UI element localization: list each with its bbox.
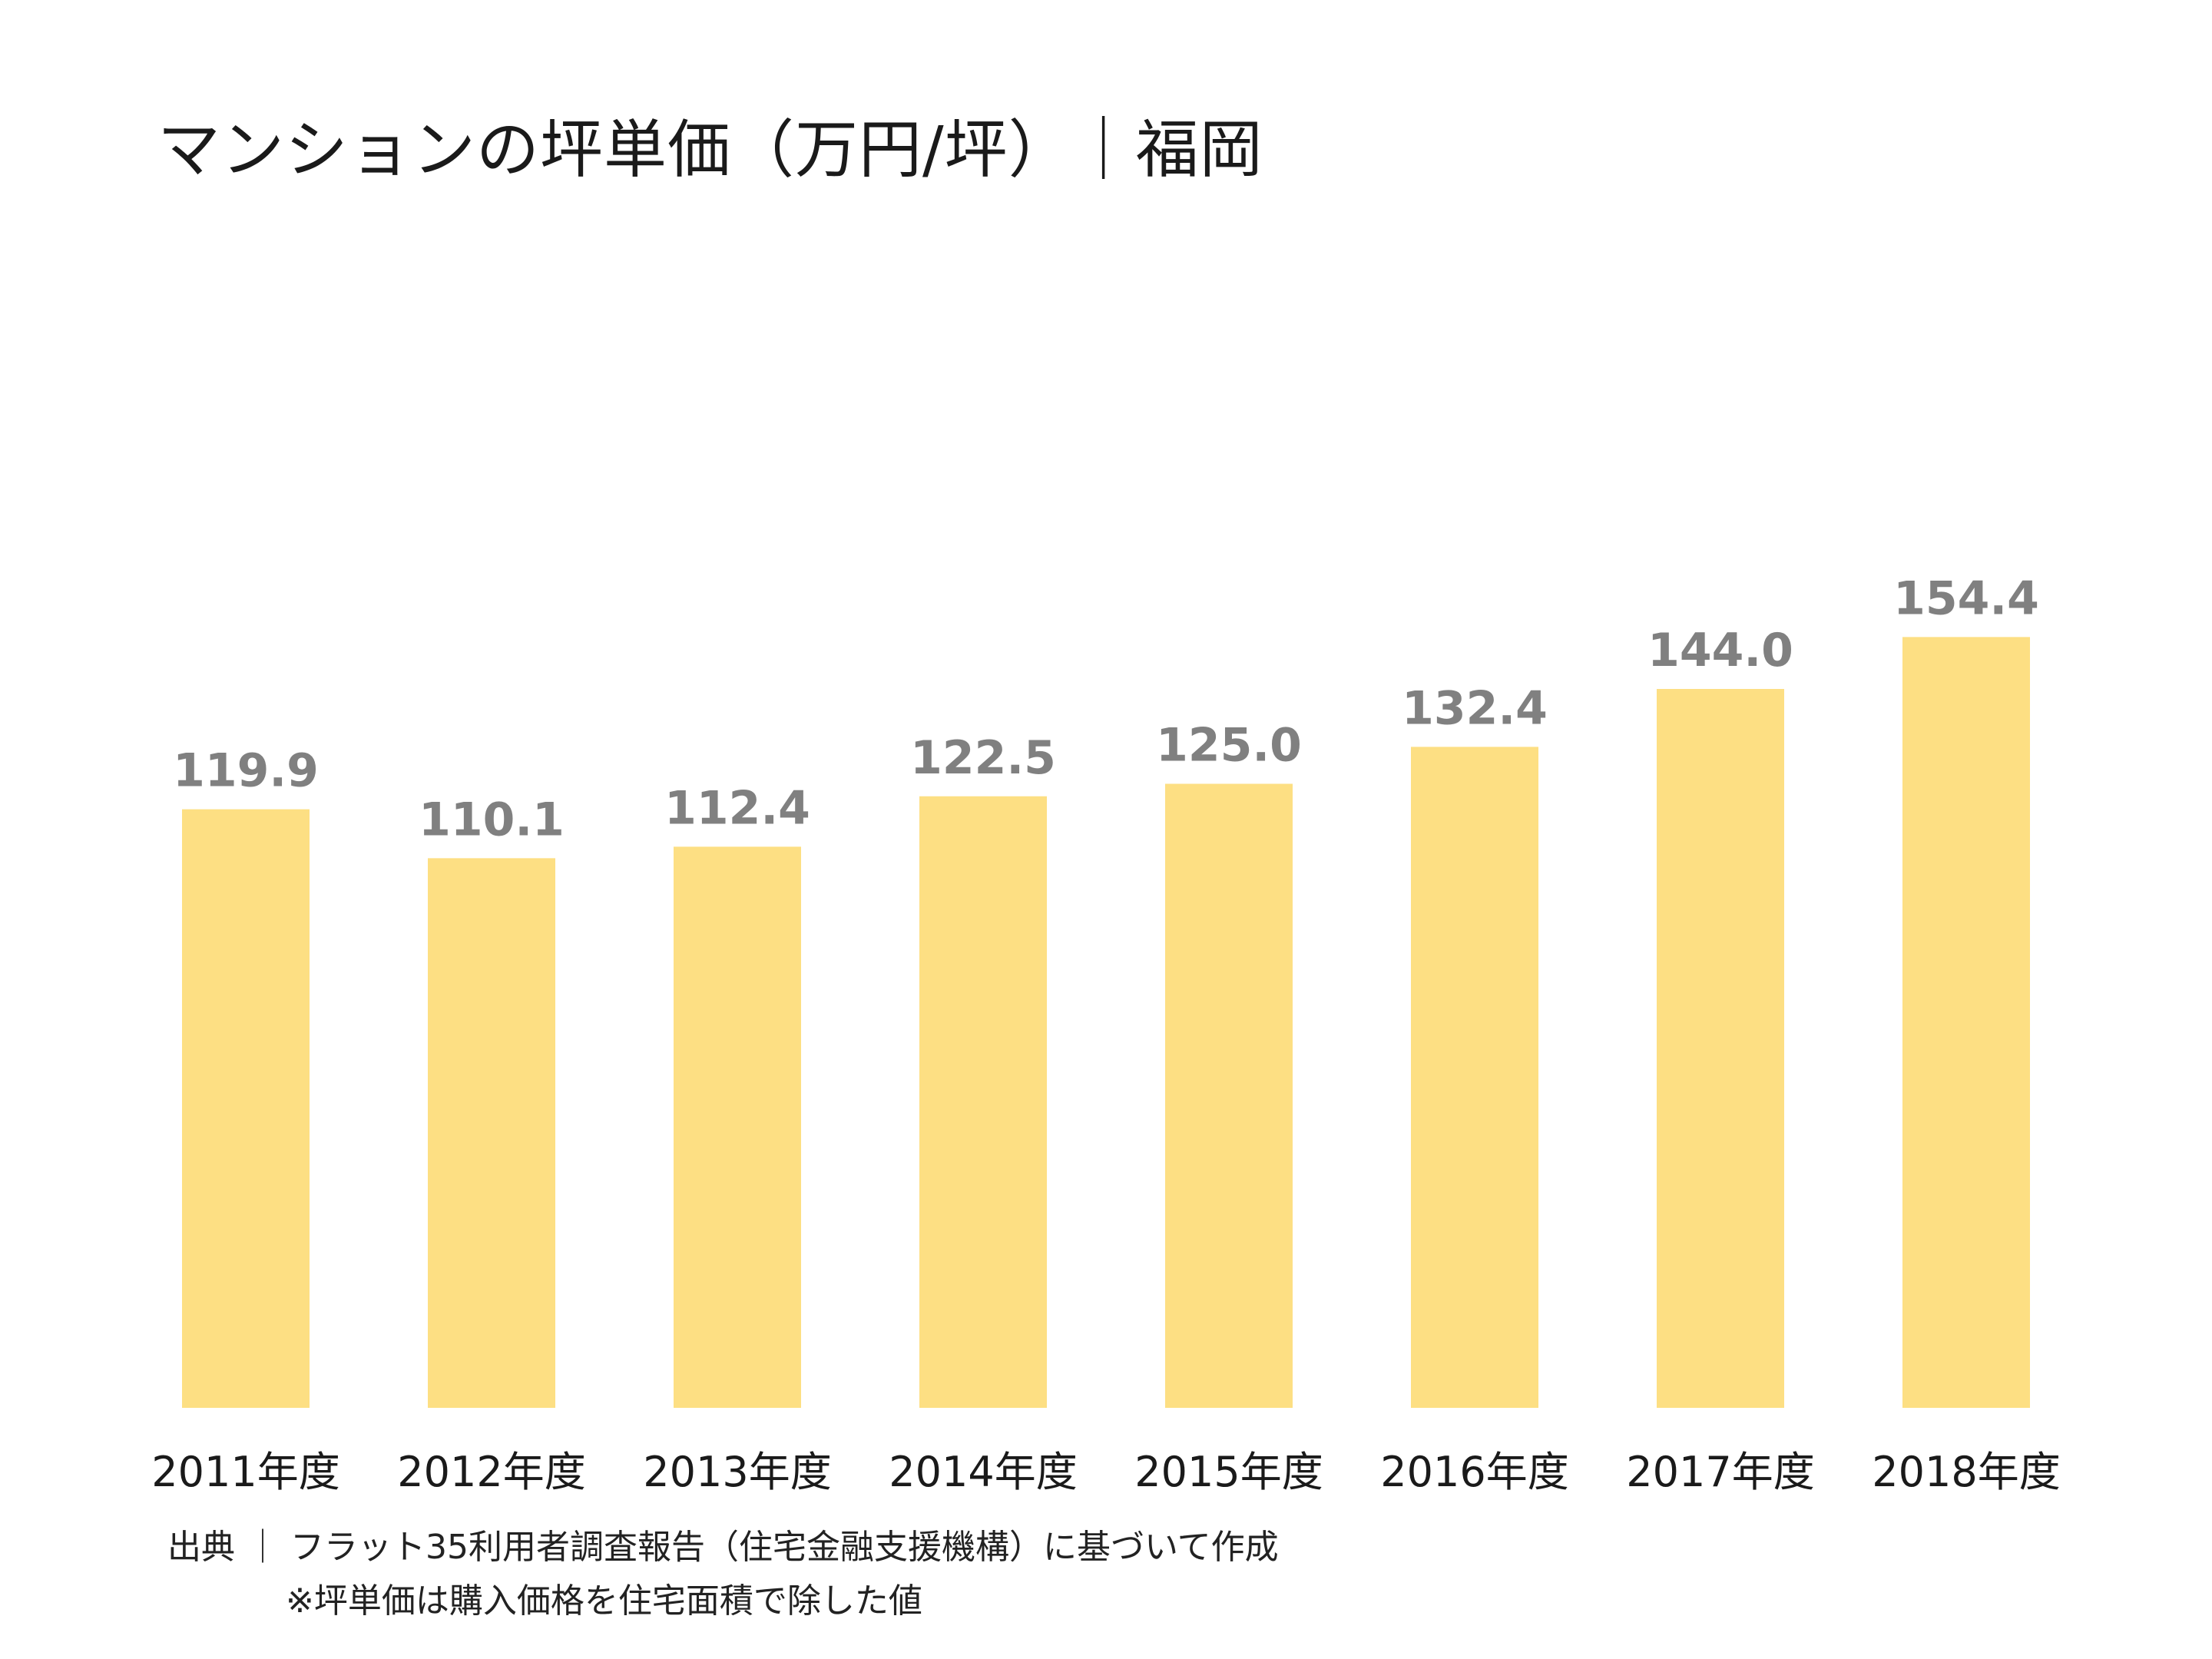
bar-2014年度: [919, 796, 1047, 1408]
category-label: 2018年度: [1872, 1448, 2060, 1496]
source-note: 出典 ｜ フラット35利用者調査報告（住宅金融支援機構）に基づいて作成: [167, 1528, 1279, 1567]
category-label: 2014年度: [889, 1448, 1077, 1496]
footnote: ※坪単価は購入価格を住宅面積で除した値: [286, 1581, 922, 1621]
bar-2015年度: [1165, 783, 1293, 1408]
bar-group: [182, 637, 2030, 1408]
bar-2018年度: [1902, 637, 2030, 1408]
bar-2013年度: [674, 846, 801, 1408]
value-label: 122.5: [910, 731, 1056, 785]
category-label: 2017年度: [1626, 1448, 1814, 1496]
value-label: 154.4: [1893, 571, 2039, 625]
bar-2012年度: [428, 858, 555, 1408]
category-label: 2011年度: [151, 1448, 339, 1496]
value-label: 110.1: [419, 793, 565, 846]
category-label: 2016年度: [1380, 1448, 1568, 1496]
value-label: 125.0: [1156, 719, 1302, 773]
value-label: 132.4: [1402, 681, 1548, 735]
value-label: 144.0: [1647, 624, 1793, 677]
bar-2016年度: [1411, 747, 1538, 1408]
chart-title: マンションの坪単価（万円/坪）｜福岡: [157, 114, 1263, 187]
bar-2011年度: [182, 809, 310, 1408]
category-label: 2012年度: [397, 1448, 585, 1496]
bar-2017年度: [1657, 689, 1784, 1408]
value-label: 119.9: [173, 744, 319, 798]
category-label: 2013年度: [643, 1448, 831, 1496]
category-label: 2015年度: [1134, 1448, 1323, 1496]
category-label-group: 2011年度 2012年度 2013年度 2014年度 2015年度 2016年度 2017…: [151, 1448, 2060, 1496]
value-label-group: 119.9 110.1 112.4 122.5 125.0 132.4 144.0 154.4: [173, 571, 2039, 846]
value-label: 112.4: [664, 781, 810, 835]
